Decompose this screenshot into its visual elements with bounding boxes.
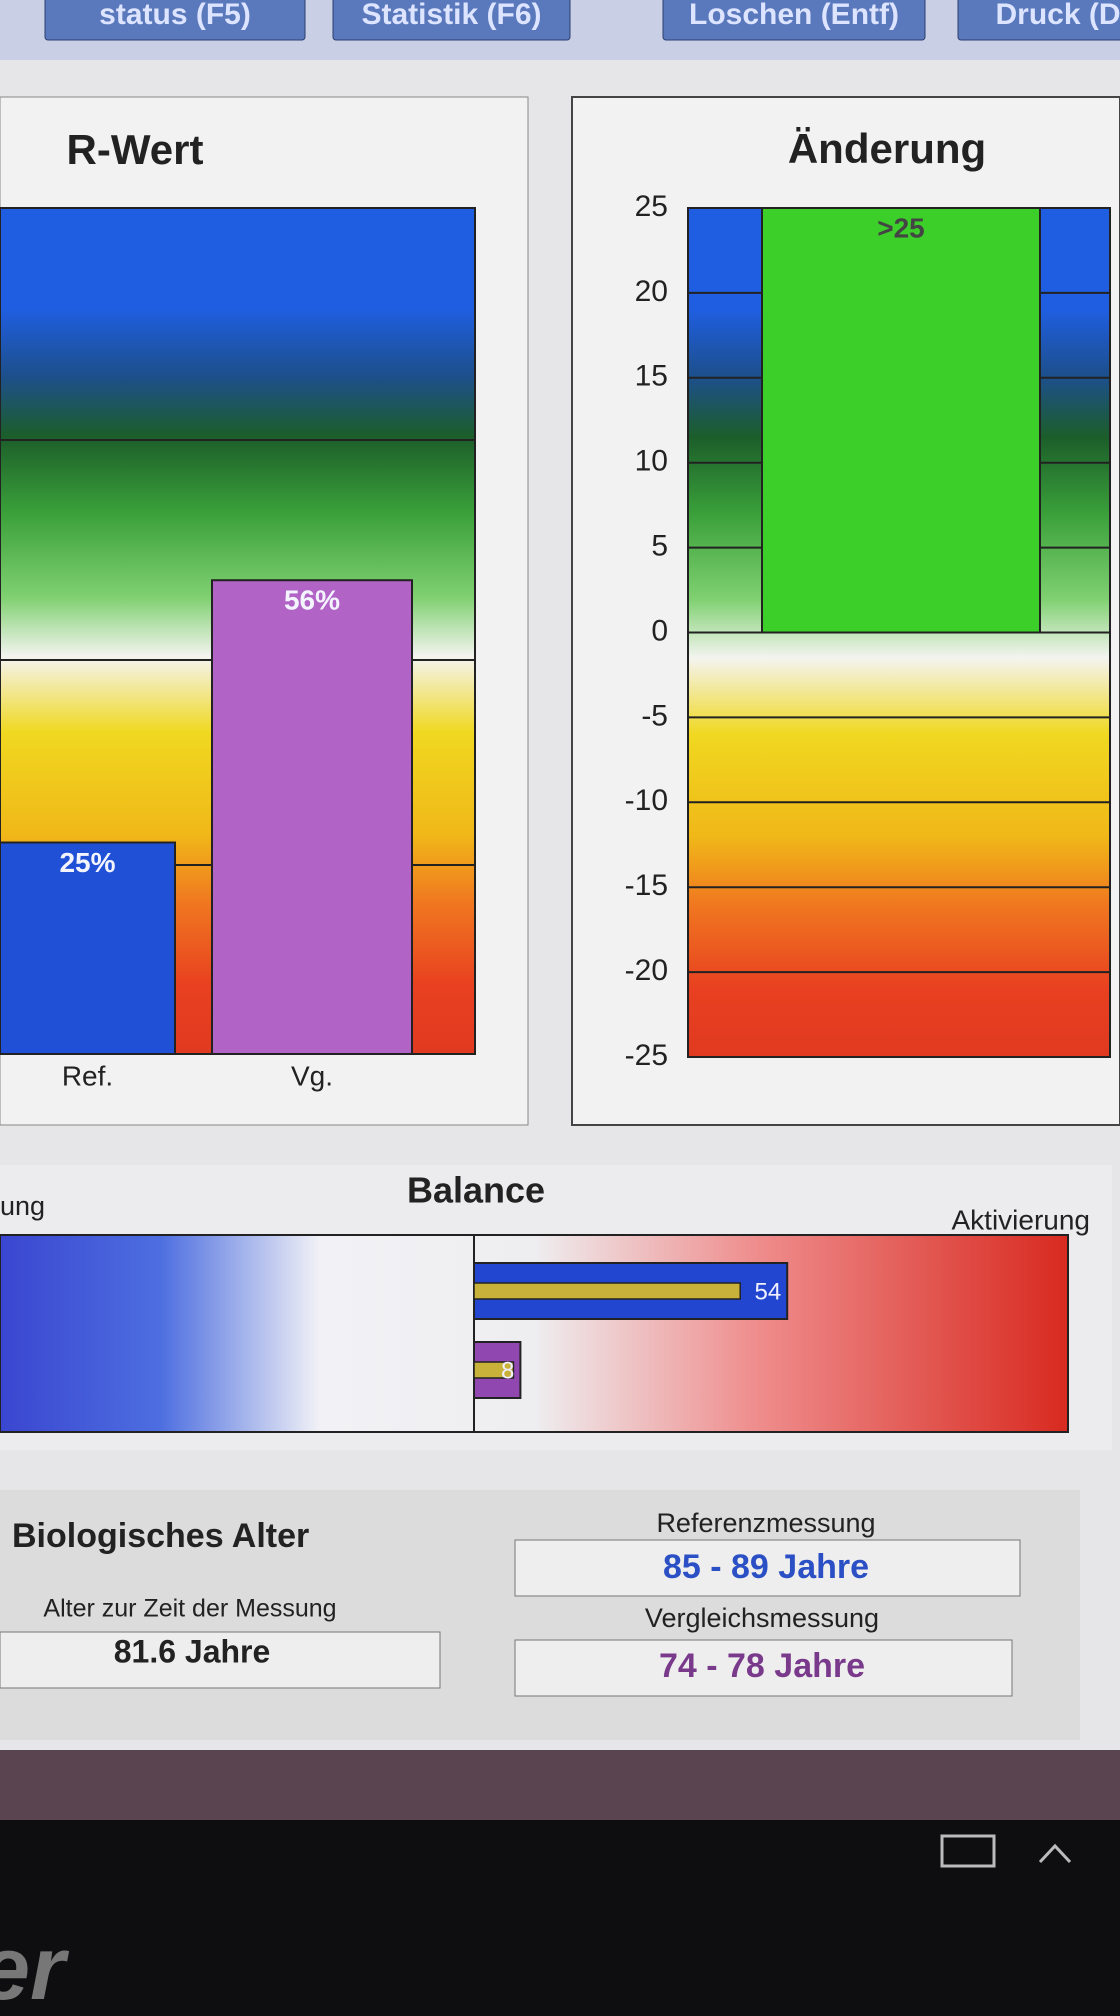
toolbar-button[interactable] — [662, 0, 926, 41]
y-tick-label: 15 — [635, 360, 668, 393]
age-title: Biologisches Alter — [12, 1517, 309, 1555]
toolbar-button[interactable] — [332, 0, 571, 41]
y-tick-label: 25 — [635, 190, 668, 223]
y-tick-label: 0 — [651, 614, 668, 647]
x-tick-label: Vg. — [291, 1060, 333, 1091]
comparison-label: Vergleichsmessung — [645, 1603, 879, 1633]
x-tick-label: Ref. — [62, 1060, 113, 1091]
reference-value: 85 - 89 Jahre — [663, 1548, 869, 1586]
value-label: >25 — [877, 212, 925, 243]
chart-title: Balance — [407, 1170, 545, 1211]
taskbar — [0, 1820, 1120, 2016]
left-label: ung — [0, 1191, 45, 1221]
y-tick-label: -25 — [625, 1039, 668, 1072]
taskbar-logo: er — [0, 1919, 70, 2016]
right-label: Aktivierung — [951, 1204, 1090, 1235]
age-value: 81.6 Jahre — [114, 1633, 271, 1669]
value-label: 56% — [284, 585, 340, 616]
bar-inner — [473, 1282, 741, 1300]
value-label: 8 — [501, 1357, 514, 1384]
toolbar-button[interactable] — [957, 0, 1120, 41]
bar — [211, 579, 413, 1055]
reference-label: Referenzmessung — [656, 1508, 875, 1538]
toolbar-button[interactable] — [44, 0, 306, 41]
y-tick-label: 5 — [651, 530, 668, 563]
chart-title: Änderung — [788, 125, 986, 172]
biological-age: Biologisches Alter Alter zur Zeit der Me… — [0, 1508, 1021, 1697]
y-tick-label: 10 — [635, 445, 668, 478]
value-label: 54 — [754, 1278, 781, 1305]
age-panel — [0, 1490, 1080, 1740]
comparison-box — [514, 1639, 1013, 1697]
y-tick-label: 20 — [635, 275, 668, 308]
toolbar-button-label[interactable]: Statistik (F6) — [361, 0, 541, 31]
photo-edge — [0, 1750, 1120, 1820]
reference-box — [514, 1539, 1021, 1597]
value-label: 25% — [59, 847, 115, 878]
toolbar-button-label[interactable]: Druck (D — [995, 0, 1120, 31]
age-box — [0, 1631, 441, 1689]
bar — [761, 207, 1041, 634]
bar — [0, 841, 176, 1055]
comparison-value: 74 - 78 Jahre — [659, 1647, 865, 1685]
y-tick-label: -15 — [625, 869, 668, 902]
taskbar-chevron[interactable] — [1038, 1843, 1072, 1864]
y-tick-label: -20 — [625, 954, 668, 987]
toolbar-button-label[interactable]: status (F5) — [99, 0, 251, 31]
y-tick-label: -10 — [625, 784, 668, 817]
bar-inner — [473, 1361, 515, 1379]
taskbar-icon[interactable] — [940, 1834, 996, 1868]
toolbar-button-label[interactable]: Loschen (Entf) — [689, 0, 899, 31]
age-label: Alter zur Zeit der Messung — [43, 1595, 336, 1623]
y-tick-label: -5 — [641, 699, 668, 732]
chart-title: R-Wert — [67, 126, 204, 173]
